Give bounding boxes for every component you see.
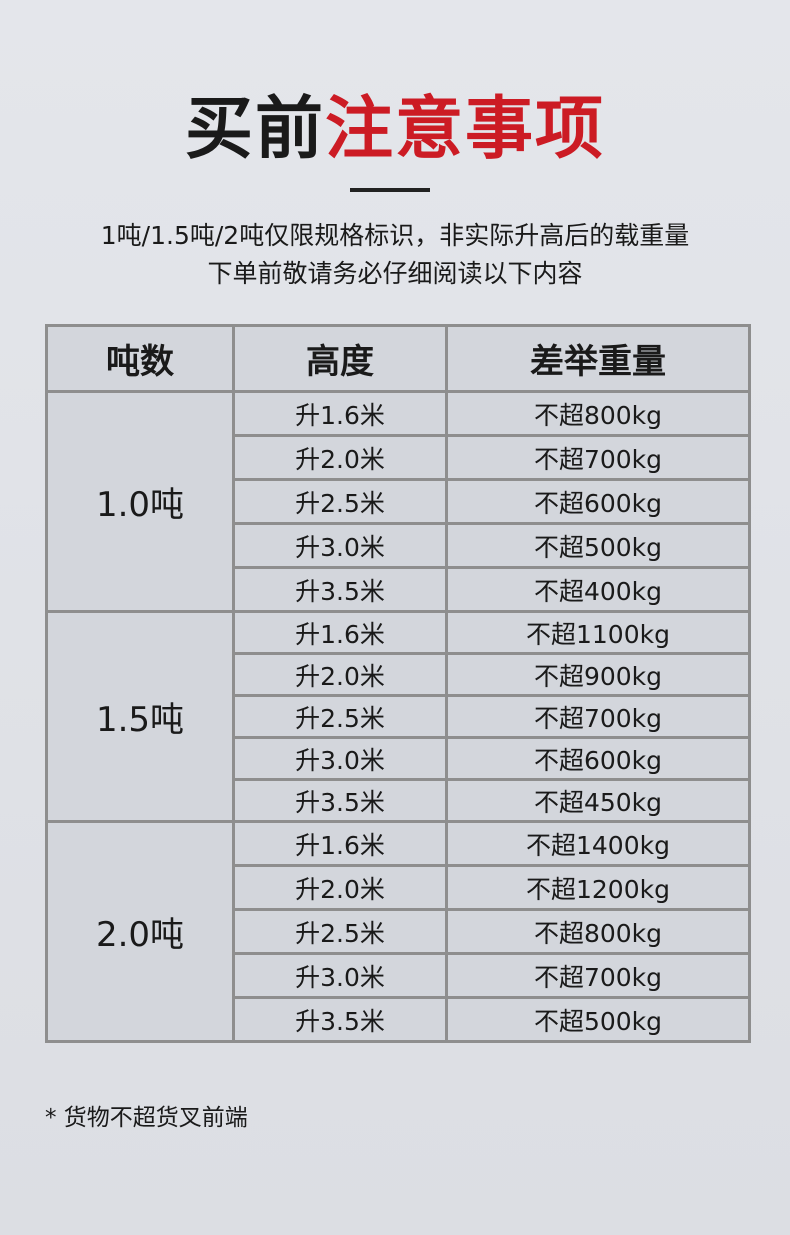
height-cell: 升3.5米 xyxy=(232,996,448,1043)
load-cell: 不超450kg xyxy=(445,778,751,823)
header-height: 高度 xyxy=(232,324,448,393)
table-row: 升3.0米 不超700kg xyxy=(47,952,751,999)
load-cell: 不超400kg xyxy=(445,566,751,613)
height-cell: 升2.0米 xyxy=(232,434,448,481)
load-cell: 不超500kg xyxy=(445,522,751,569)
load-cell: 不超1200kg xyxy=(445,864,751,911)
height-cell: 升3.0米 xyxy=(232,522,448,569)
height-cell: 升3.5米 xyxy=(232,778,448,823)
page-title: 买前注意事项 xyxy=(0,88,790,172)
height-cell: 升2.0米 xyxy=(232,652,448,697)
table-row: 升2.5米 不超800kg xyxy=(47,908,751,955)
load-cell: 不超700kg xyxy=(445,434,751,481)
table-row: 升2.5米 不超700kg xyxy=(47,694,751,739)
table-row: 1.5吨 升1.6米 不超1100kg xyxy=(45,610,751,823)
table-row: 升2.0米 不超900kg xyxy=(47,652,751,697)
height-cell: 升2.0米 xyxy=(232,864,448,911)
height-cell: 升1.6米 xyxy=(232,820,448,867)
load-cell: 不超800kg xyxy=(445,390,751,437)
height-cell: 升2.5米 xyxy=(232,908,448,955)
title-red: 注意事项 xyxy=(325,90,606,169)
title-divider xyxy=(350,188,430,192)
load-cell: 不超800kg xyxy=(445,908,751,955)
height-cell: 升3.0米 xyxy=(232,736,448,781)
ton-cell: 1.0吨 xyxy=(45,390,235,613)
load-cell: 不超600kg xyxy=(445,736,751,781)
height-cell: 升3.5米 xyxy=(232,566,448,613)
load-cell: 不超900kg xyxy=(445,652,751,697)
subtitle-line-2: 下单前敬请务必仔细阅读以下内容 xyxy=(207,259,583,288)
height-cell: 升2.5米 xyxy=(232,478,448,525)
load-cell: 不超700kg xyxy=(445,694,751,739)
table-row: 1.0吨 升1.6米 不超800kg xyxy=(45,390,751,613)
table-row: 升3.0米 不超600kg xyxy=(47,736,751,781)
header-ton: 吨数 xyxy=(45,324,235,393)
load-cell: 不超500kg xyxy=(445,996,751,1043)
table-row: 升2.0米 不超1200kg xyxy=(47,864,751,911)
load-cell: 不超1400kg xyxy=(445,820,751,867)
footnote: * 货物不超货叉前端 xyxy=(45,1105,248,1131)
table-row: 升2.0米 不超700kg xyxy=(47,434,751,481)
table-row: 2.0吨 升1.6米 不超1400kg xyxy=(45,820,751,1043)
subtitle-line-1: 1吨/1.5吨/2吨仅限规格标识，非实际升高后的载重量 xyxy=(100,221,690,250)
header-load: 差举重量 xyxy=(445,324,751,393)
table-row: 升3.0米 不超500kg xyxy=(47,522,751,569)
height-cell: 升3.0米 xyxy=(232,952,448,999)
table-header: 吨数 高度 差举重量 xyxy=(45,324,751,393)
height-cell: 升2.5米 xyxy=(232,694,448,739)
title-black: 买前 xyxy=(184,90,325,169)
table-row: 升2.5米 不超600kg xyxy=(47,478,751,525)
ton-cell: 1.5吨 xyxy=(45,610,235,823)
table-row: 升3.5米 不超500kg xyxy=(47,996,751,1043)
load-table: 吨数 高度 差举重量 1.0吨 升1.6米 不超800kg 升2.0米 不超700kg 升… xyxy=(45,324,751,1043)
ton-cell: 2.0吨 xyxy=(45,820,235,1043)
load-cell: 不超1100kg xyxy=(445,610,751,655)
table-row: 升3.5米 不超450kg xyxy=(47,778,751,823)
table-row: 升3.5米 不超400kg xyxy=(47,566,751,613)
load-cell: 不超600kg xyxy=(445,478,751,525)
load-cell: 不超700kg xyxy=(445,952,751,999)
height-cell: 升1.6米 xyxy=(232,610,448,655)
height-cell: 升1.6米 xyxy=(232,390,448,437)
